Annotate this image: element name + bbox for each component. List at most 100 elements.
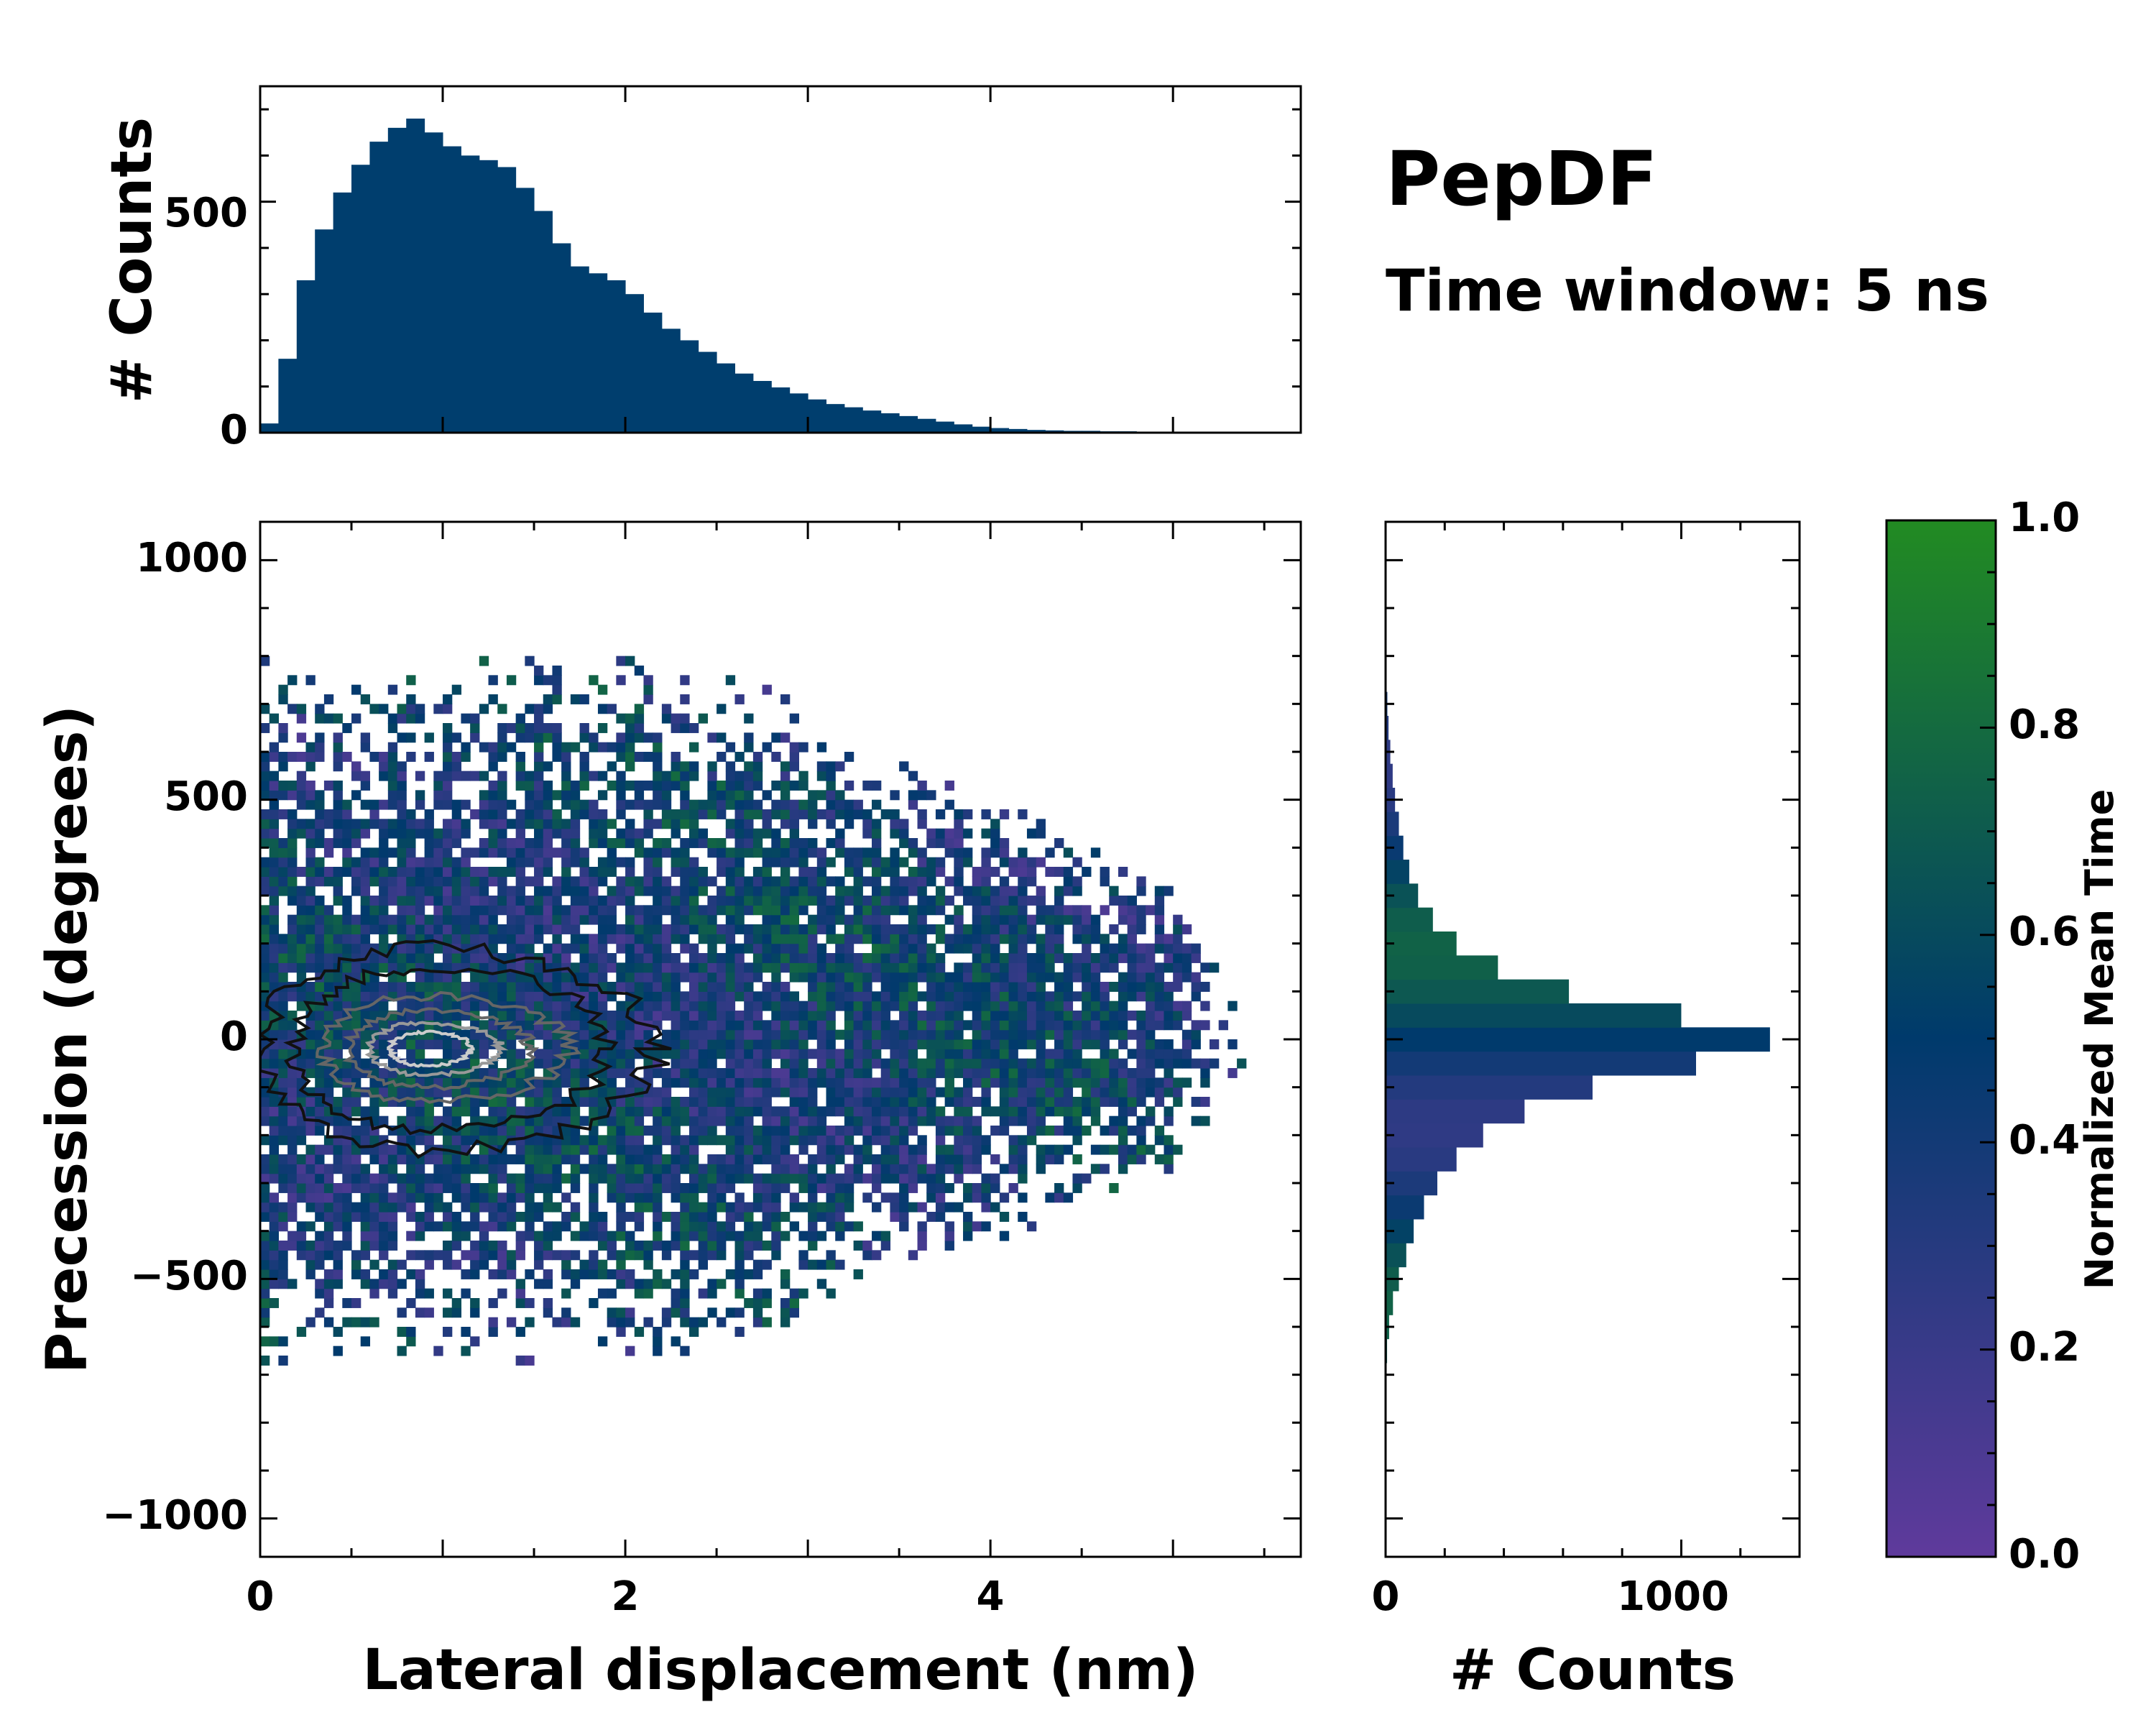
heatmap-cell <box>680 1029 690 1040</box>
heatmap-cell <box>981 1221 991 1232</box>
heatmap-cell <box>1173 914 1183 925</box>
heatmap-cell <box>972 1144 982 1155</box>
heatmap-cell <box>926 953 936 963</box>
heatmap-cell <box>990 1058 1000 1069</box>
heatmap-cell <box>826 962 836 973</box>
heatmap-cell <box>543 1298 553 1308</box>
heatmap-cell <box>661 819 672 829</box>
heatmap-cell <box>771 847 781 858</box>
heatmap-cell <box>625 1154 635 1164</box>
heatmap-cell <box>1018 857 1028 868</box>
top-histogram: 500 0 # Counts <box>100 85 1302 454</box>
heatmap-cell <box>935 867 946 877</box>
heatmap-cell <box>470 1183 480 1193</box>
heatmap-cell <box>360 1279 371 1289</box>
heatmap-cell <box>844 1173 854 1184</box>
heatmap-cell <box>954 943 964 954</box>
heatmap-cell <box>1063 867 1074 877</box>
heatmap-cell <box>278 1077 288 1088</box>
heatmap-cell <box>515 819 525 829</box>
heatmap-cell <box>1136 1077 1146 1088</box>
heatmap-cell <box>734 867 745 877</box>
heatmap-cell <box>1191 1058 1201 1069</box>
heatmap-cell <box>1109 1087 1119 1098</box>
heatmap-cell <box>1018 847 1028 858</box>
heatmap-cell <box>351 1317 361 1328</box>
heatmap-cell <box>835 1135 845 1146</box>
heatmap-cell <box>725 1144 736 1155</box>
heatmap-cell <box>771 838 781 848</box>
heatmap-cell <box>954 1020 964 1031</box>
heatmap-cell <box>717 1020 727 1031</box>
heatmap-cell <box>643 1154 653 1164</box>
heatmap-cell <box>305 1106 315 1117</box>
heatmap-cell <box>717 1241 727 1251</box>
heatmap-cell <box>497 742 507 753</box>
heatmap-cell <box>963 1087 973 1098</box>
heatmap-cell <box>561 1259 571 1270</box>
heatmap-cell <box>844 1020 854 1031</box>
heatmap-cell <box>369 704 379 714</box>
heatmap-cell <box>369 1192 379 1203</box>
heatmap-cell <box>543 704 553 714</box>
heatmap-cell <box>406 838 416 848</box>
heatmap-cell <box>1100 934 1110 944</box>
heatmap-cell <box>908 962 918 973</box>
heatmap-cell <box>634 1154 645 1164</box>
heatmap-cell <box>543 905 553 916</box>
heatmap-cell <box>725 1183 736 1193</box>
heatmap-cell <box>625 713 635 724</box>
heatmap-cell <box>1026 1029 1037 1040</box>
heatmap-cell <box>653 770 663 781</box>
heatmap-cell <box>899 1212 909 1222</box>
heatmap-cell <box>780 1269 791 1279</box>
heatmap-cell <box>752 761 763 772</box>
heatmap-cell <box>387 1269 398 1279</box>
heatmap-cell <box>981 809 991 819</box>
heatmap-cell <box>415 1049 425 1059</box>
heatmap-cell <box>1045 1126 1055 1136</box>
heatmap-cell <box>616 1144 626 1155</box>
heatmap-cell <box>342 723 352 733</box>
heatmap-cell <box>734 809 745 819</box>
heatmap-cell <box>643 886 653 896</box>
heatmap-cell <box>1118 1077 1128 1088</box>
heatmap-cell <box>333 1279 343 1289</box>
heatmap-cell <box>497 1221 507 1232</box>
heatmap-cell <box>552 972 562 983</box>
heatmap-cell <box>725 1126 736 1136</box>
heatmap-cell <box>798 1068 808 1078</box>
heatmap-cell <box>260 770 270 781</box>
heatmap-cell <box>260 1173 270 1184</box>
heatmap-cell <box>872 1049 882 1059</box>
heatmap-cell <box>561 781 571 791</box>
heatmap-cell <box>525 1356 535 1366</box>
heatmap-cell <box>653 953 663 963</box>
heatmap-cell <box>734 1250 745 1261</box>
heatmap-cell <box>917 1068 927 1078</box>
heatmap-cell <box>917 943 927 954</box>
heatmap-cell <box>406 1192 416 1203</box>
heatmap-cell <box>397 1183 407 1193</box>
heatmap-cell <box>762 953 772 963</box>
heatmap-cell <box>844 1029 854 1040</box>
heatmap-cell <box>1100 982 1110 992</box>
heatmap-cell <box>561 876 571 887</box>
heatmap-cell <box>1082 1097 1092 1107</box>
heatmap-cell <box>561 1212 571 1222</box>
heatmap-cell <box>844 1116 854 1126</box>
heatmap-cell <box>433 1164 443 1174</box>
heatmap-cell <box>351 1020 361 1031</box>
heatmap-cell <box>287 867 298 877</box>
heatmap-cell <box>744 1049 754 1059</box>
heatmap-cell <box>607 1020 617 1031</box>
heatmap-cell <box>552 1077 562 1088</box>
heatmap-cell <box>1100 953 1110 963</box>
heatmap-cell <box>1090 991 1101 1002</box>
heatmap-cell <box>315 1241 325 1251</box>
heatmap-cell <box>1036 1000 1046 1011</box>
heatmap-cell <box>808 1068 818 1078</box>
heatmap-cell <box>744 828 754 839</box>
heatmap-cell <box>515 1173 525 1184</box>
heatmap-cell <box>826 790 836 801</box>
